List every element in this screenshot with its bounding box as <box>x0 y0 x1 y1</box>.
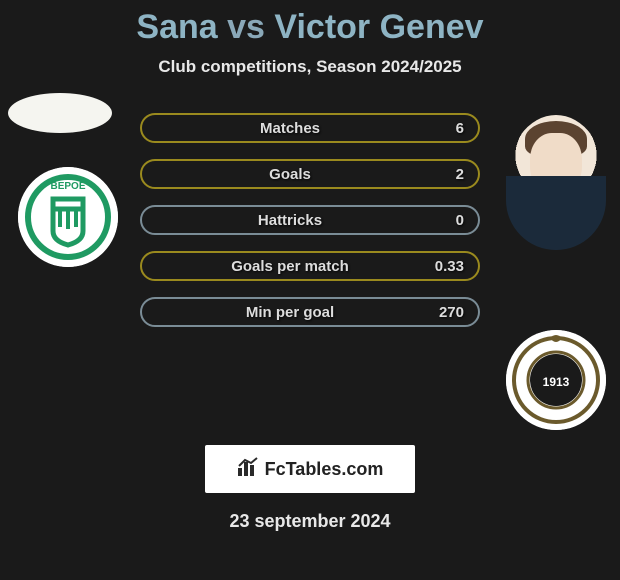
stat-bar-min-per-goal: Min per goal 270 <box>140 297 480 327</box>
player2-jersey-patch <box>542 218 570 232</box>
player2-face <box>530 133 582 195</box>
club1-badge: BEPOE <box>18 167 118 267</box>
stat-label: Goals per match <box>156 258 424 275</box>
stat-value: 6 <box>424 120 464 137</box>
vs-text: vs <box>227 8 265 46</box>
stat-bars: Matches 6 Goals 2 Hattricks 0 Goals per … <box>140 113 480 343</box>
stat-value: 0 <box>424 212 464 229</box>
stat-bar-goals: Goals 2 <box>140 159 480 189</box>
stat-label: Matches <box>156 120 424 137</box>
brand-badge: FcTables.com <box>205 445 415 493</box>
svg-text:1913: 1913 <box>543 375 570 389</box>
player1-avatar <box>8 93 112 133</box>
club2-badge: 1913 <box>506 330 606 430</box>
club1-name-text: BEPOE <box>50 181 85 192</box>
stat-bar-hattricks: Hattricks 0 <box>140 205 480 235</box>
subtitle: Club competitions, Season 2024/2025 <box>0 57 620 77</box>
date-text: 23 september 2024 <box>0 511 620 532</box>
stat-value: 2 <box>424 166 464 183</box>
stat-bar-matches: Matches 6 <box>140 113 480 143</box>
player1-name: Sana <box>136 8 217 46</box>
stat-label: Goals <box>156 166 424 183</box>
player2-name: Victor Genev <box>274 8 483 46</box>
comparison-card: Sana vs Victor Genev Club competitions, … <box>0 0 620 532</box>
stat-value: 0.33 <box>424 258 464 275</box>
stat-value: 270 <box>424 304 464 321</box>
footer: FcTables.com 23 september 2024 <box>0 445 620 532</box>
brand-bars-icon <box>237 446 259 494</box>
page-title: Sana vs Victor Genev <box>0 8 620 47</box>
brand-text: FcTables.com <box>265 459 384 479</box>
stat-bar-goals-per-match: Goals per match 0.33 <box>140 251 480 281</box>
player2-avatar <box>506 115 606 250</box>
stat-label: Min per goal <box>156 304 424 321</box>
comparison-main: BEPOE 1913 Matches 6 Goals <box>0 105 620 385</box>
stat-label: Hattricks <box>156 212 424 229</box>
